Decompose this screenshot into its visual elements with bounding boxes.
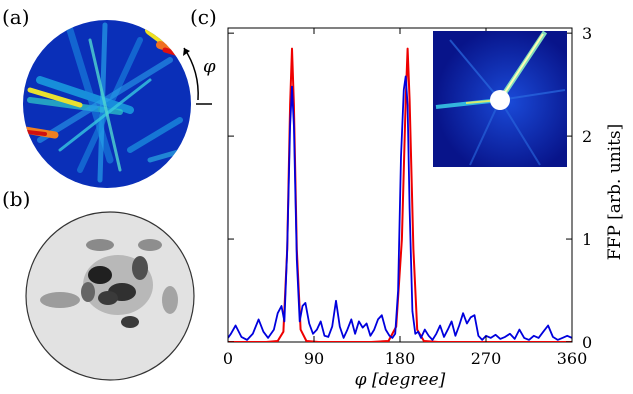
panel-label-a: (a) — [2, 5, 30, 29]
chart-marks — [228, 47, 572, 342]
y-tick-label: 3 — [582, 24, 592, 43]
x-tick-label: 360 — [557, 349, 588, 368]
y-axis-label: FFP [arb. units] — [605, 124, 625, 261]
series-line-2 — [228, 75, 572, 341]
panel-a-intensity-map — [23, 20, 191, 188]
panel-label-b: (b) — [2, 187, 30, 211]
x-axis-label: φ [degree] — [355, 370, 446, 390]
phi-angle-indicator: φ — [183, 47, 216, 105]
panel-label-c: (c) — [190, 5, 217, 29]
x-tick-label: 180 — [385, 349, 416, 368]
x-tick-label: 90 — [304, 349, 324, 368]
panel-b-grey-pattern — [25, 211, 195, 381]
phi-label: φ — [203, 56, 216, 77]
x-tick-label: 270 — [471, 349, 502, 368]
y-tick-label: 2 — [582, 127, 592, 146]
y-tick-label: 0 — [582, 333, 592, 352]
x-tick-label: 0 — [223, 349, 233, 368]
y-tick-label: 1 — [582, 230, 592, 249]
inset-far-field-image — [433, 30, 567, 167]
